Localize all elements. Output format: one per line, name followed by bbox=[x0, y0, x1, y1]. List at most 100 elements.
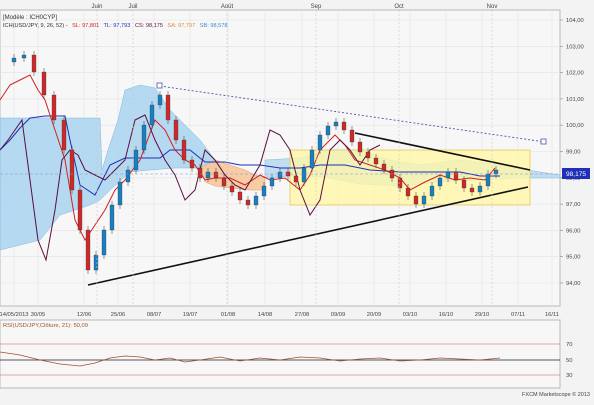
candle-body bbox=[453, 171, 459, 181]
candle-body bbox=[333, 121, 339, 127]
date-tick-label: 01/08 bbox=[221, 312, 236, 318]
date-tick-label: 08/07 bbox=[147, 312, 162, 318]
candle-body bbox=[51, 94, 57, 121]
candle-body bbox=[205, 171, 211, 179]
candle-body bbox=[189, 159, 195, 169]
legend-sl: SL: 97,801 bbox=[72, 23, 99, 29]
candle-body bbox=[173, 119, 179, 141]
date-tick-label: 16/10 bbox=[439, 312, 454, 318]
candle-body bbox=[341, 121, 347, 131]
candle-body bbox=[309, 149, 315, 169]
upper-trendline[interactable] bbox=[354, 132, 531, 171]
rsi-axis: 70 50 30 bbox=[566, 342, 572, 379]
candle-body bbox=[437, 177, 443, 187]
candle-body bbox=[109, 204, 115, 231]
date-tick-label: 27/08 bbox=[295, 312, 310, 318]
legend-cs: CS: 98,175 bbox=[135, 23, 163, 29]
month-label: Oct bbox=[394, 4, 404, 10]
month-label: Août bbox=[221, 4, 234, 10]
price-tick-label: 97,00 bbox=[566, 202, 581, 208]
line-handle-right[interactable] bbox=[540, 138, 547, 145]
candle-body bbox=[413, 195, 419, 205]
candle-body bbox=[277, 171, 283, 179]
price-tick-label: 101,00 bbox=[566, 97, 584, 103]
rsi-panel bbox=[0, 319, 561, 389]
candle-body bbox=[69, 149, 75, 191]
date-tick-label: 03/10 bbox=[403, 312, 418, 318]
price-tick-label: 103,00 bbox=[566, 44, 584, 50]
projection-box bbox=[289, 149, 531, 206]
candle-body bbox=[41, 71, 47, 96]
month-label: Nov bbox=[487, 4, 498, 10]
date-tick-label: 29/10 bbox=[475, 312, 490, 318]
month-label: Juin bbox=[91, 4, 102, 10]
candle-body bbox=[85, 229, 91, 271]
price-axis: 104,00103,00102,00101,00100,0099,0098,00… bbox=[560, 18, 584, 287]
date-tick-label: 16/11 bbox=[545, 312, 559, 318]
candle-body bbox=[157, 94, 163, 106]
candle-body bbox=[149, 104, 155, 126]
date-tick-label: 19/07 bbox=[183, 312, 198, 318]
price-tick-label: 95,00 bbox=[566, 255, 581, 261]
rsi-line bbox=[0, 351, 501, 367]
date-tick-label: 25/06 bbox=[111, 312, 126, 318]
rsi-level-label: 70 bbox=[566, 342, 572, 348]
price-tick-label: 99,00 bbox=[566, 150, 581, 156]
kijun-sen-line bbox=[0, 115, 500, 196]
price-tick-label: 102,00 bbox=[566, 71, 584, 77]
legend-tl: TL: 97,793 bbox=[104, 23, 131, 29]
candle-body bbox=[301, 167, 307, 183]
candle-body bbox=[31, 54, 37, 73]
indicator-legend: ICH(USD/JPY, 9, 26, 52) - SL: 97,801 TL:… bbox=[3, 23, 227, 29]
date-tick-label: 30/05 bbox=[31, 312, 46, 318]
candle-body bbox=[245, 199, 251, 206]
candle-body bbox=[229, 185, 235, 193]
candle-body bbox=[325, 125, 331, 136]
modele-label: [Modèle : ICH0CYP] bbox=[3, 15, 57, 21]
date-tick-label: 07/11 bbox=[511, 312, 525, 318]
rsi-level-label: 30 bbox=[566, 373, 572, 379]
legend-sa: SA: 97,797 bbox=[168, 23, 196, 29]
date-tick-label: 20/09 bbox=[367, 312, 382, 318]
candle-body bbox=[493, 169, 499, 175]
price-tick-label: 104,00 bbox=[566, 18, 584, 24]
candle-body bbox=[11, 57, 17, 63]
candle-body bbox=[405, 187, 411, 197]
candle-body bbox=[373, 157, 379, 165]
price-marker-value: 98,175 bbox=[566, 171, 586, 178]
candle-body bbox=[181, 139, 187, 161]
candlestick-series bbox=[11, 51, 499, 274]
price-marker-badge bbox=[562, 168, 590, 179]
candle-body bbox=[357, 141, 363, 153]
line-handle-left[interactable] bbox=[156, 82, 163, 89]
candle-body bbox=[165, 94, 171, 121]
candle-body bbox=[21, 54, 27, 59]
candle-body bbox=[429, 185, 435, 197]
month-label: Sep bbox=[311, 4, 322, 10]
candle-body bbox=[469, 187, 475, 193]
candle-body bbox=[445, 171, 451, 179]
resistance-dashed-line[interactable] bbox=[159, 85, 546, 143]
candle-body bbox=[365, 151, 371, 159]
candle-body bbox=[237, 191, 243, 201]
candle-body bbox=[485, 173, 491, 187]
candle-body bbox=[421, 195, 427, 205]
price-tick-label: 94,00 bbox=[566, 281, 581, 287]
date-axis: 14/05/2013 30/05 12/06 25/06 08/07 19/07 01/08… bbox=[0, 312, 559, 318]
candle-body bbox=[477, 185, 483, 193]
lower-trendline[interactable] bbox=[87, 186, 529, 286]
candle-body bbox=[461, 179, 467, 189]
candle-body bbox=[397, 177, 403, 189]
candle-body bbox=[141, 124, 147, 151]
date-tick-label: 14/08 bbox=[258, 312, 273, 318]
date-tick-label: 12/06 bbox=[77, 312, 92, 318]
date-tick-label: 09/09 bbox=[331, 312, 346, 318]
candle-body bbox=[317, 134, 323, 151]
candle-body bbox=[269, 177, 275, 187]
candle-body bbox=[221, 177, 227, 187]
candle-body bbox=[197, 167, 203, 179]
candle-body bbox=[261, 185, 267, 197]
rsi-level-label: 50 bbox=[566, 358, 572, 364]
